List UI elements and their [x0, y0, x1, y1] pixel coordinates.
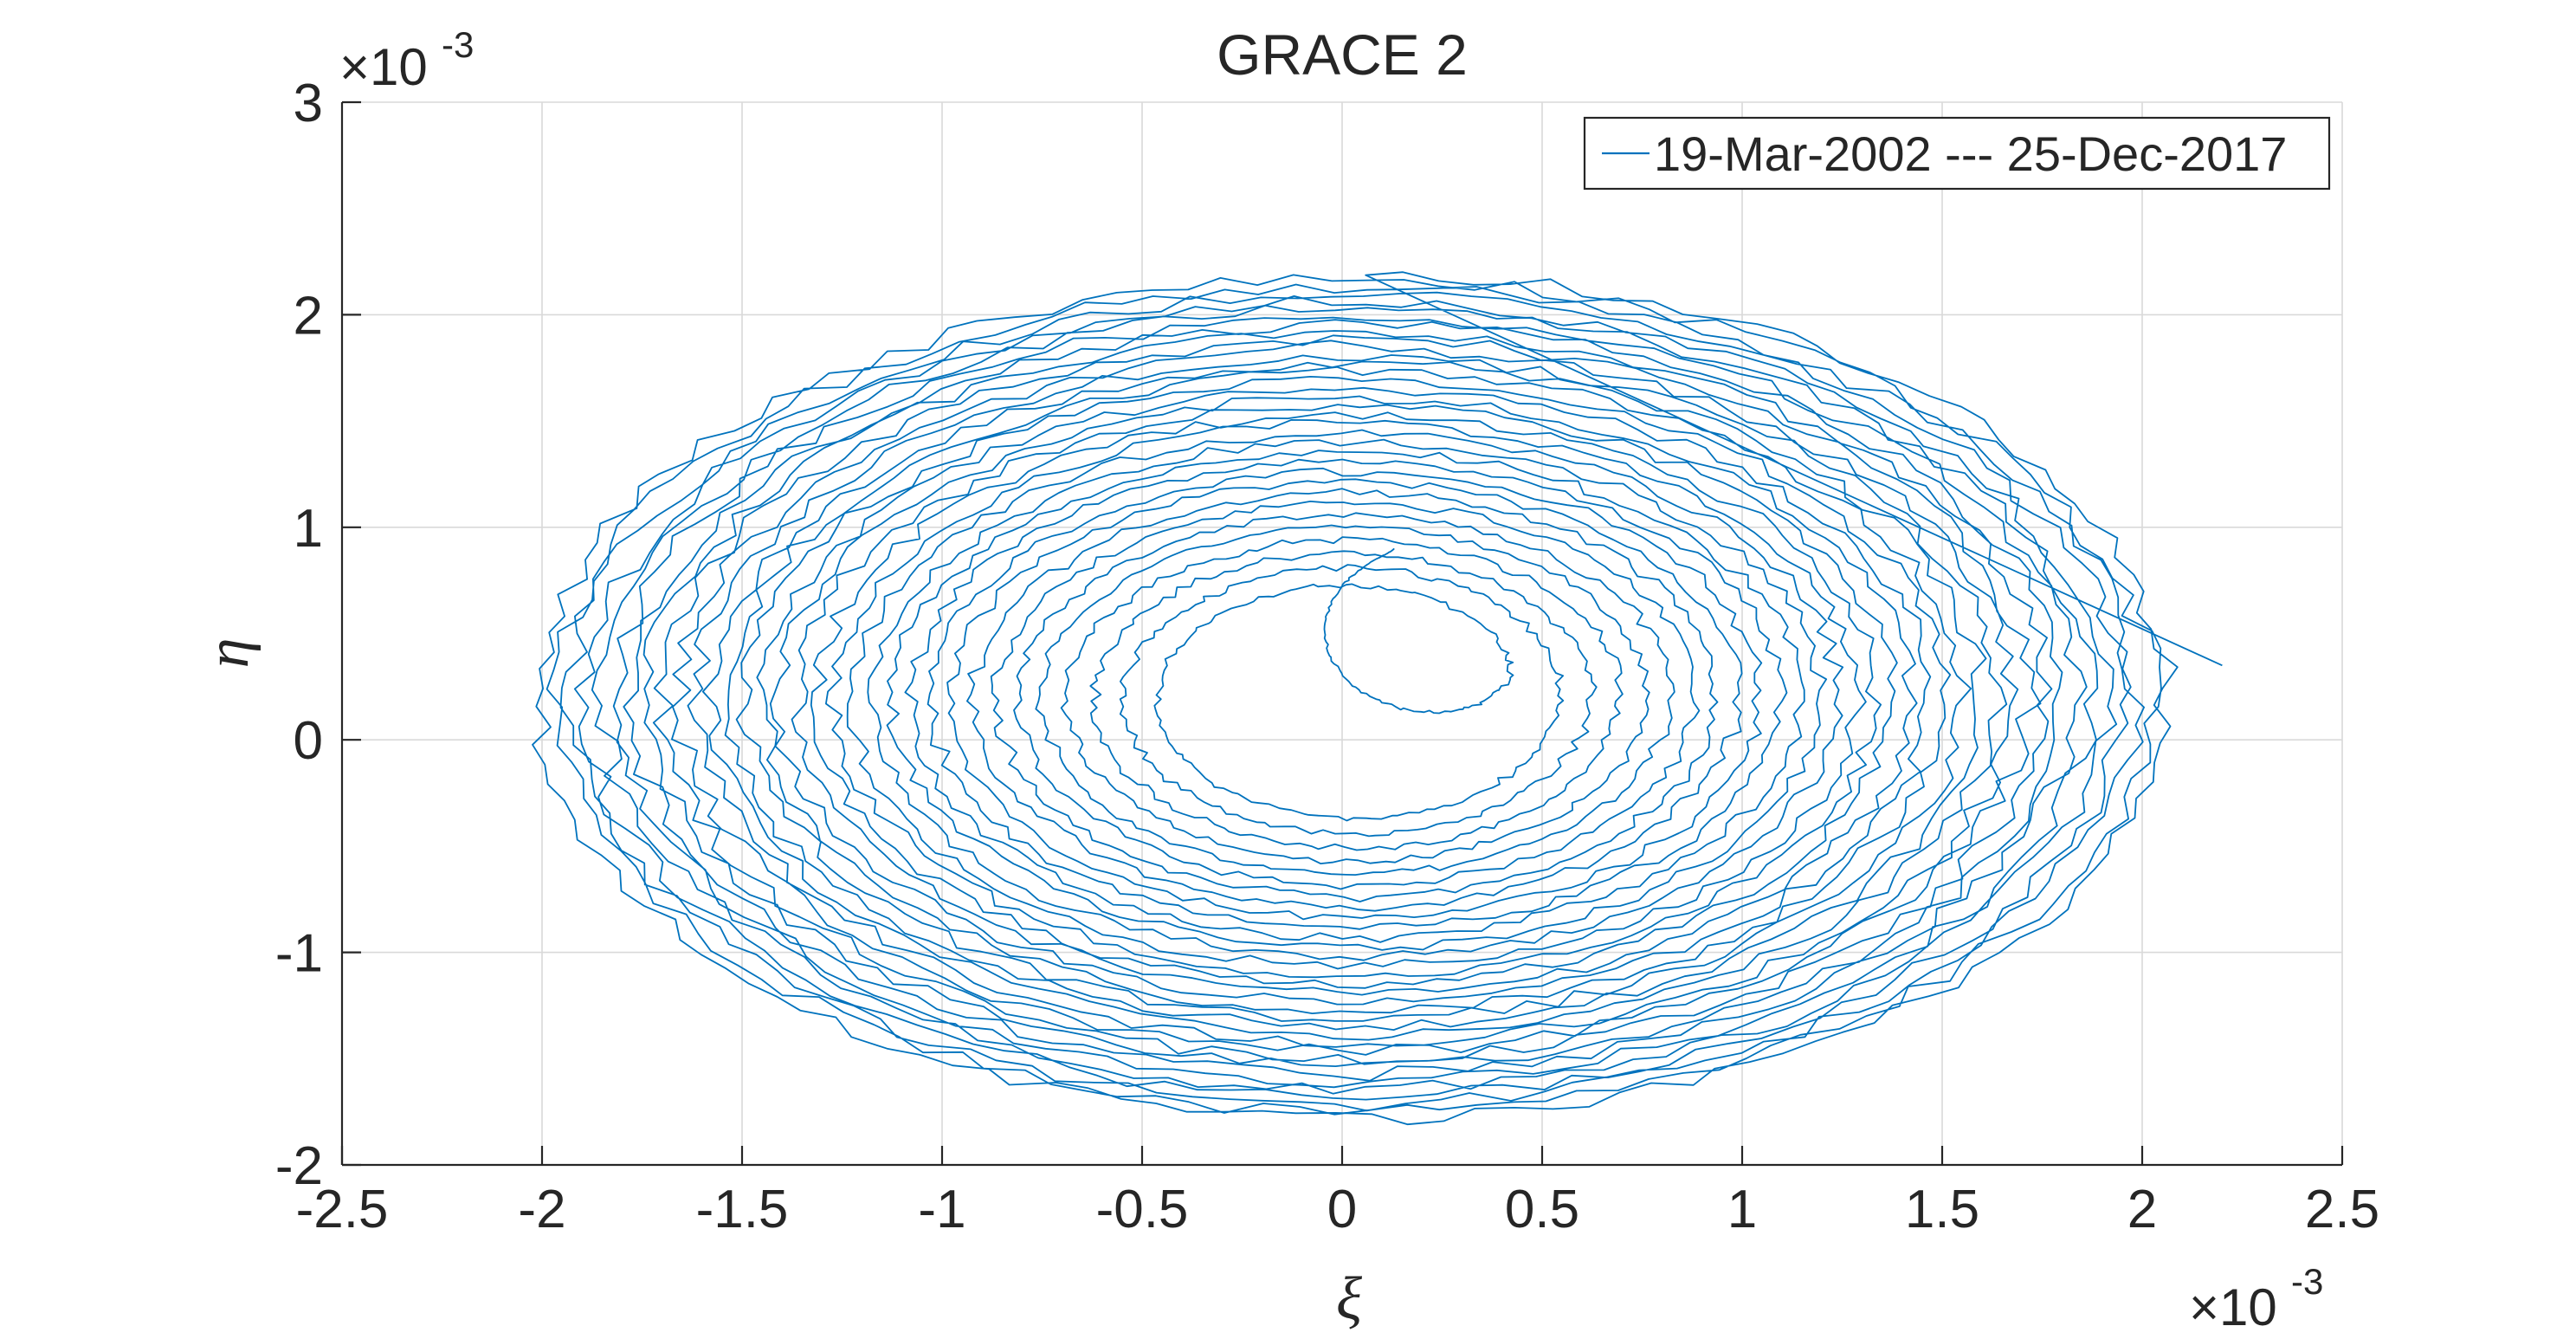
x-tick-label: 0.5 — [1505, 1180, 1579, 1239]
y-axis-exponent: ×10 -3 — [339, 24, 474, 96]
y-tick-label: 0 — [294, 711, 323, 771]
x-tick-label: -2 — [518, 1180, 565, 1239]
y-axis-exponent-base: ×10 — [339, 38, 428, 96]
x-axis-exponent: ×10 -3 — [2189, 1261, 2323, 1336]
x-axis-exponent-power: -3 — [2291, 1261, 2323, 1302]
legend: 19-Mar-2002 --- 25-Dec-2017 — [1583, 116, 2331, 191]
x-axis-exponent-base: ×10 — [2189, 1278, 2277, 1335]
x-axis-label: ξ — [1336, 1265, 1362, 1332]
plot-area — [532, 271, 2223, 1126]
y-axis-label: η — [195, 638, 261, 669]
x-tick-label: -2.5 — [296, 1180, 389, 1239]
y-tick-label: 1 — [294, 499, 323, 559]
series-line — [532, 271, 2223, 1126]
legend-label: 19-Mar-2002 --- 25-Dec-2017 — [1654, 126, 2287, 181]
x-tick-label: -1 — [918, 1180, 965, 1239]
y-tick-label: -2 — [275, 1136, 323, 1196]
x-tick-label: 2 — [2127, 1180, 2157, 1239]
y-tick-label: 2 — [294, 286, 323, 346]
legend-box — [1583, 116, 2331, 191]
y-axis-exponent-power: -3 — [442, 24, 474, 65]
y-tick-label: 3 — [294, 74, 323, 133]
x-tick-label: 2.5 — [2305, 1180, 2379, 1239]
chart-title: GRACE 2 — [1217, 23, 1468, 87]
x-tick-label: -1.5 — [696, 1180, 789, 1239]
x-tick-label: 1 — [1727, 1180, 1757, 1239]
x-tick-label: 0 — [1327, 1180, 1357, 1239]
y-tick-label: -1 — [275, 924, 323, 984]
x-tick-label: -0.5 — [1096, 1180, 1189, 1239]
x-tick-label: 1.5 — [1905, 1180, 1979, 1239]
